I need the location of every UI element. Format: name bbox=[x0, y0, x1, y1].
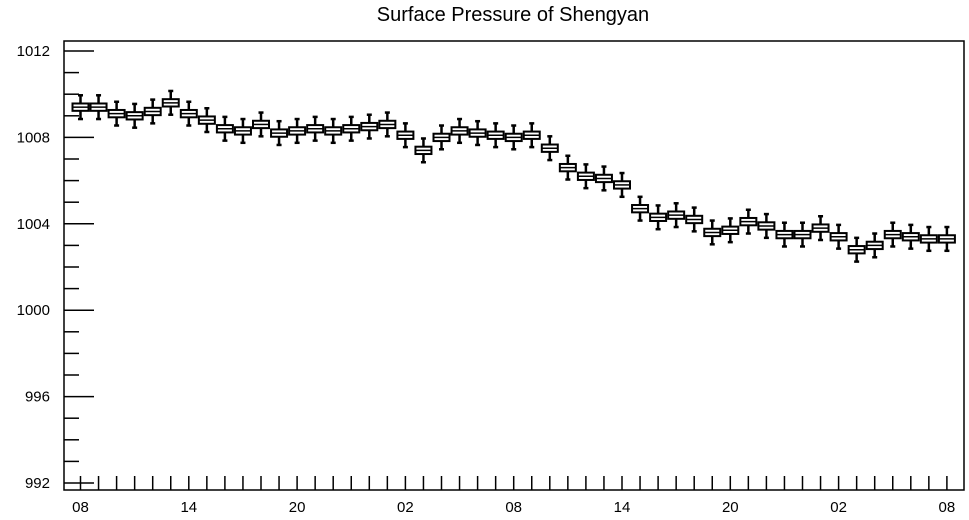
box-43 bbox=[847, 236, 866, 263]
box-42 bbox=[829, 223, 848, 250]
box-41 bbox=[811, 214, 830, 242]
box-14 bbox=[324, 117, 343, 145]
box-34 bbox=[685, 206, 704, 233]
y-axis: 992 996 1000 1004 1008 1012 bbox=[17, 43, 94, 492]
chart-title: Surface Pressure of Shengyan bbox=[377, 4, 649, 26]
box-18 bbox=[396, 122, 415, 149]
y-tick-label: 1008 bbox=[17, 129, 50, 146]
box-29 bbox=[594, 165, 613, 192]
box-10 bbox=[252, 111, 270, 138]
x-axis: 08 14 20 02 08 14 20 02 08 bbox=[72, 476, 955, 516]
box-35 bbox=[703, 219, 722, 246]
box-12 bbox=[288, 117, 307, 145]
box-7 bbox=[197, 106, 216, 134]
box-44 bbox=[865, 232, 884, 259]
box-27 bbox=[558, 154, 577, 181]
box-33 bbox=[667, 202, 686, 229]
box-15 bbox=[342, 115, 361, 142]
box-25 bbox=[522, 122, 541, 149]
box-9 bbox=[233, 117, 252, 145]
box-28 bbox=[576, 163, 595, 190]
box-48 bbox=[937, 225, 956, 253]
x-tick-label: 14 bbox=[180, 499, 197, 516]
box-47 bbox=[919, 225, 938, 253]
box-11 bbox=[270, 119, 289, 147]
x-tick-label: 08 bbox=[505, 499, 522, 516]
box-45 bbox=[883, 221, 902, 248]
box-30 bbox=[613, 171, 631, 199]
box-13 bbox=[306, 115, 325, 142]
x-tick-label: 14 bbox=[614, 499, 631, 516]
y-tick-label: 996 bbox=[25, 389, 50, 406]
box-4 bbox=[143, 98, 162, 125]
y-tick-label: 992 bbox=[25, 475, 50, 492]
x-tick-label: 08 bbox=[72, 499, 89, 516]
box-39 bbox=[775, 221, 794, 248]
box-1 bbox=[89, 94, 108, 121]
box-26 bbox=[540, 135, 559, 162]
x-tick-label: 08 bbox=[939, 499, 956, 516]
box-19 bbox=[414, 137, 433, 164]
box-0 bbox=[71, 94, 90, 121]
x-tick-label: 20 bbox=[722, 499, 739, 516]
box-17 bbox=[378, 111, 397, 138]
box-6 bbox=[179, 100, 198, 127]
box-37 bbox=[739, 208, 758, 235]
box-40 bbox=[793, 221, 812, 248]
boxes bbox=[71, 89, 956, 263]
box-8 bbox=[215, 115, 234, 142]
box-3 bbox=[125, 102, 144, 129]
box-36 bbox=[721, 217, 740, 244]
box-21 bbox=[450, 117, 469, 145]
plot-frame bbox=[63, 40, 965, 491]
y-tick-label: 1012 bbox=[17, 43, 50, 60]
box-46 bbox=[901, 223, 920, 250]
box-23 bbox=[486, 122, 505, 149]
box-2 bbox=[107, 100, 126, 127]
y-tick-label: 1004 bbox=[17, 216, 50, 233]
box-24 bbox=[504, 124, 523, 151]
box-5 bbox=[161, 89, 180, 116]
box-22 bbox=[468, 119, 487, 147]
x-tick-label: 02 bbox=[830, 499, 847, 516]
x-tick-label: 20 bbox=[289, 499, 306, 516]
x-tick-label: 02 bbox=[397, 499, 414, 516]
y-tick-label: 1000 bbox=[17, 302, 50, 319]
box-38 bbox=[757, 212, 776, 240]
box-32 bbox=[649, 204, 668, 231]
box-31 bbox=[631, 195, 650, 222]
box-20 bbox=[432, 124, 451, 151]
box-16 bbox=[360, 113, 379, 140]
